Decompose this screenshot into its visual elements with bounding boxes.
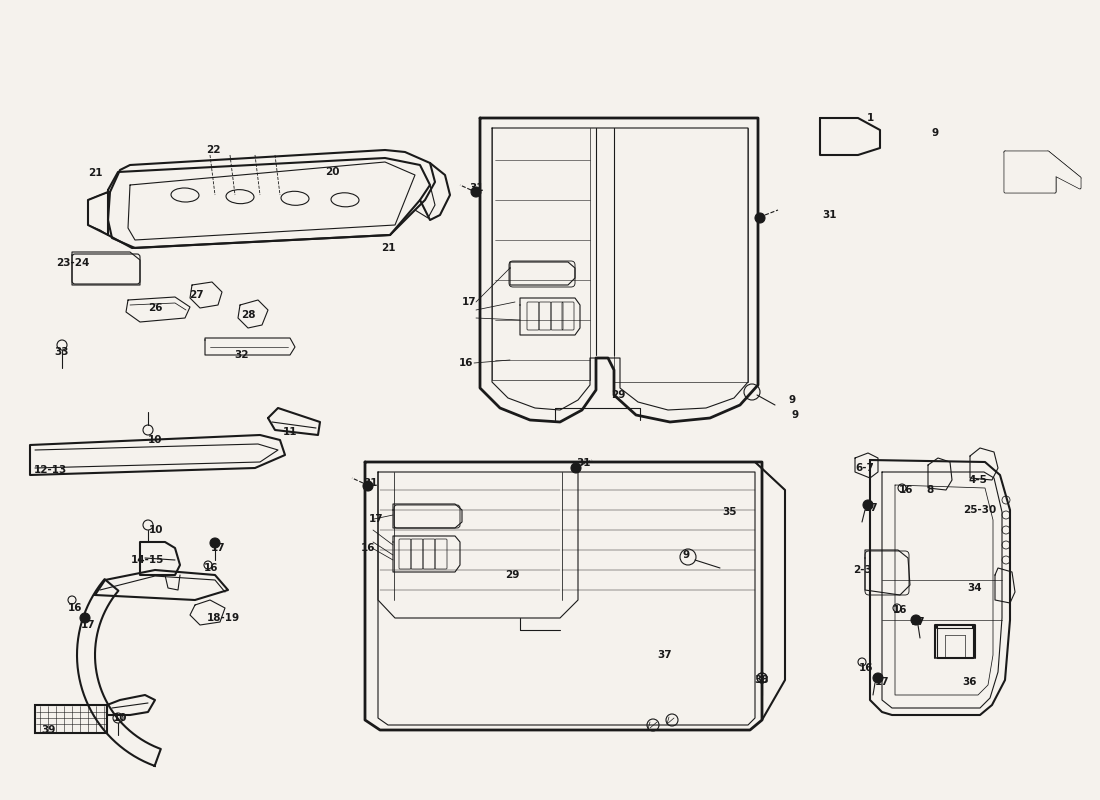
Text: 12-13: 12-13 bbox=[33, 465, 67, 475]
Text: 16: 16 bbox=[68, 603, 82, 613]
Bar bbox=[35, 705, 107, 733]
Text: 17: 17 bbox=[462, 297, 476, 307]
Circle shape bbox=[755, 213, 764, 223]
Text: 32: 32 bbox=[234, 350, 250, 360]
Text: 34: 34 bbox=[968, 583, 982, 593]
Text: 17: 17 bbox=[80, 620, 96, 630]
Text: 21: 21 bbox=[381, 243, 395, 253]
Text: 16: 16 bbox=[899, 485, 913, 495]
Text: 16: 16 bbox=[459, 358, 473, 368]
Text: 8: 8 bbox=[926, 485, 934, 495]
Text: 35: 35 bbox=[723, 507, 737, 517]
Text: 21: 21 bbox=[88, 168, 102, 178]
Text: 10: 10 bbox=[147, 435, 163, 445]
Text: 11: 11 bbox=[283, 427, 297, 437]
Text: 1: 1 bbox=[867, 113, 873, 123]
Circle shape bbox=[471, 187, 481, 197]
Text: 16: 16 bbox=[859, 663, 873, 673]
Circle shape bbox=[210, 538, 220, 548]
Text: 37: 37 bbox=[658, 650, 672, 660]
Text: 38: 38 bbox=[755, 675, 769, 685]
Text: 9: 9 bbox=[791, 410, 799, 420]
Circle shape bbox=[80, 613, 90, 623]
Text: 6-7: 6-7 bbox=[856, 463, 875, 473]
Text: 17: 17 bbox=[211, 543, 226, 553]
Circle shape bbox=[873, 673, 883, 683]
Text: 16: 16 bbox=[893, 605, 907, 615]
Text: 17: 17 bbox=[864, 503, 878, 513]
Text: 27: 27 bbox=[189, 290, 204, 300]
Text: 22: 22 bbox=[206, 145, 220, 155]
Text: 9: 9 bbox=[789, 395, 795, 405]
Polygon shape bbox=[1005, 152, 1080, 192]
Circle shape bbox=[363, 481, 373, 491]
Text: 36: 36 bbox=[962, 677, 977, 687]
Text: 17: 17 bbox=[874, 677, 889, 687]
Text: 25-30: 25-30 bbox=[964, 505, 997, 515]
Text: 26: 26 bbox=[147, 303, 163, 313]
Text: 9: 9 bbox=[932, 128, 938, 138]
Circle shape bbox=[864, 500, 873, 510]
Text: 29: 29 bbox=[505, 570, 519, 580]
Text: 31: 31 bbox=[823, 210, 837, 220]
Text: 33: 33 bbox=[55, 347, 69, 357]
Text: 39: 39 bbox=[41, 725, 55, 735]
Text: 23-24: 23-24 bbox=[56, 258, 90, 268]
Text: 20: 20 bbox=[324, 167, 339, 177]
Circle shape bbox=[911, 615, 921, 625]
Text: 4-5: 4-5 bbox=[969, 475, 988, 485]
Text: 16: 16 bbox=[204, 563, 218, 573]
Circle shape bbox=[571, 463, 581, 473]
Text: 16: 16 bbox=[361, 543, 375, 553]
Text: 17: 17 bbox=[368, 514, 383, 524]
Text: 17: 17 bbox=[911, 617, 925, 627]
Text: 18-19: 18-19 bbox=[207, 613, 240, 623]
Text: 14-15: 14-15 bbox=[131, 555, 165, 565]
Text: 31: 31 bbox=[470, 183, 484, 193]
Text: 10: 10 bbox=[112, 713, 128, 723]
Text: 28: 28 bbox=[241, 310, 255, 320]
Text: 9: 9 bbox=[682, 550, 690, 560]
Text: 31: 31 bbox=[576, 458, 592, 468]
Text: 29: 29 bbox=[610, 390, 625, 400]
Text: 31: 31 bbox=[364, 478, 378, 488]
Text: 10: 10 bbox=[148, 525, 163, 535]
Text: 2-3: 2-3 bbox=[852, 565, 871, 575]
